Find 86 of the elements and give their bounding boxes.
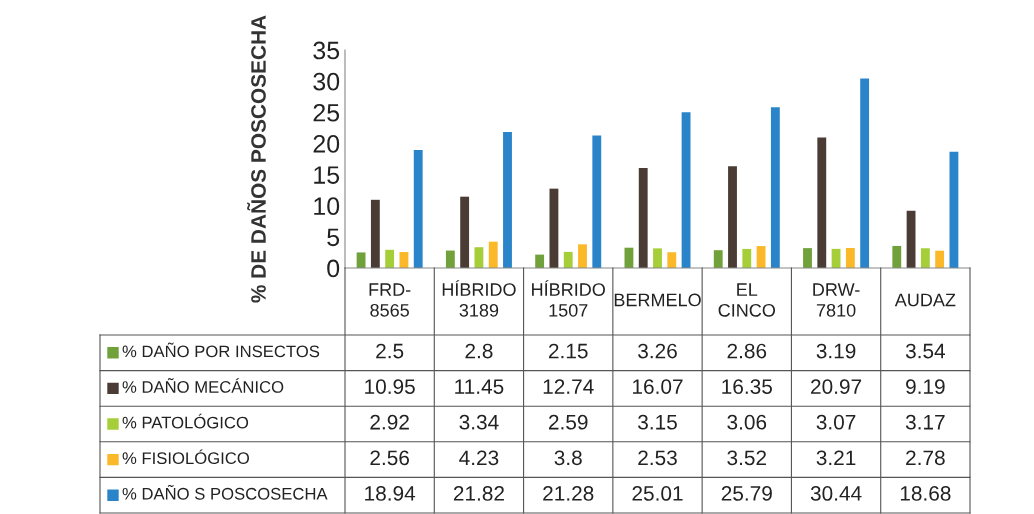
data-label: 2.59 bbox=[548, 414, 588, 430]
bar bbox=[803, 248, 812, 268]
bar bbox=[563, 251, 573, 268]
bar bbox=[667, 252, 677, 268]
data-label: 16.07 bbox=[633, 379, 683, 394]
bar bbox=[845, 248, 855, 268]
bar bbox=[653, 248, 662, 268]
legend-label: % PATOLÓGICO bbox=[122, 413, 249, 429]
bar bbox=[370, 199, 380, 268]
x-tick-label: BERMELO bbox=[614, 293, 701, 307]
y-tick-label: 0 bbox=[327, 259, 340, 278]
bar bbox=[756, 246, 766, 268]
data-label: 3.54 bbox=[905, 343, 946, 359]
legend-label: % DAÑO POR INSECTOS bbox=[122, 342, 320, 358]
legend-label: % DAÑO S POSCOSECHA bbox=[122, 484, 328, 500]
data-label: 10.95 bbox=[365, 379, 415, 394]
bar bbox=[713, 250, 723, 268]
data-label: 3.07 bbox=[816, 414, 856, 430]
bar bbox=[906, 210, 916, 268]
legend-label: % DAÑO MECÁNICO bbox=[122, 378, 284, 393]
y-tick-label: 20 bbox=[313, 135, 340, 153]
data-label: 3.15 bbox=[638, 414, 677, 430]
data-label: 2.5 bbox=[376, 343, 404, 359]
bar bbox=[578, 244, 587, 268]
bar bbox=[445, 250, 455, 268]
data-label: 25.01 bbox=[632, 486, 683, 501]
x-tick-label: DRW-7810 bbox=[813, 283, 860, 317]
y-axis-title: % DE DAÑOS POSCOSECHA bbox=[247, 15, 266, 303]
data-label: 2.53 bbox=[638, 450, 677, 466]
data-label: 12.74 bbox=[543, 379, 594, 394]
x-tick-label: HÍBRIDO 3189 bbox=[442, 280, 516, 317]
data-label: 2.86 bbox=[727, 343, 767, 359]
y-tick-label: 10 bbox=[314, 197, 340, 216]
bar bbox=[503, 132, 512, 268]
x-tick-label: EL CINCO bbox=[718, 283, 776, 317]
bar bbox=[817, 137, 827, 268]
data-label: 2.56 bbox=[370, 450, 409, 466]
data-label: 3.8 bbox=[554, 450, 582, 466]
data-label: 21.82 bbox=[453, 486, 504, 501]
data-label: 16.35 bbox=[722, 379, 772, 394]
bar bbox=[728, 166, 737, 268]
y-tick-label: 25 bbox=[313, 103, 340, 122]
data-label: 3.06 bbox=[727, 414, 767, 430]
bar bbox=[535, 254, 545, 268]
data-label: 2.78 bbox=[906, 450, 945, 466]
data-label: 3.52 bbox=[727, 450, 767, 466]
data-label: 3.21 bbox=[816, 450, 856, 466]
data-label: 30.44 bbox=[810, 486, 862, 501]
bar bbox=[935, 250, 945, 268]
data-label: 3.34 bbox=[459, 414, 499, 430]
data-label: 2.15 bbox=[548, 343, 588, 359]
data-label: 11.45 bbox=[455, 379, 504, 394]
data-label: 25.79 bbox=[721, 486, 772, 501]
y-tick-label: 30 bbox=[313, 72, 340, 91]
bar bbox=[592, 135, 602, 268]
data-label: 20.97 bbox=[811, 379, 862, 394]
bar bbox=[892, 245, 902, 268]
data-label: 3.19 bbox=[816, 343, 856, 359]
x-tick-label: HÍBRIDO 1507 bbox=[532, 280, 605, 317]
bar bbox=[488, 241, 498, 268]
data-label: 18.94 bbox=[365, 486, 416, 501]
data-label: 2.8 bbox=[465, 343, 493, 359]
x-tick-label: FRD-8565 bbox=[369, 283, 411, 317]
bar bbox=[770, 107, 780, 268]
y-tick-label: 35 bbox=[313, 41, 340, 60]
legend-label: % FISIOLÓGICO bbox=[122, 449, 249, 465]
bar bbox=[385, 249, 395, 268]
data-label: 21.28 bbox=[543, 486, 594, 501]
bar bbox=[638, 167, 648, 268]
data-label: 9.19 bbox=[906, 379, 945, 394]
bar bbox=[860, 78, 870, 268]
bar bbox=[681, 112, 691, 268]
y-tick-label: 5 bbox=[327, 228, 340, 247]
bar bbox=[413, 150, 423, 268]
y-tick-label: 15 bbox=[314, 166, 340, 184]
bar bbox=[920, 248, 930, 268]
bar bbox=[460, 196, 470, 268]
data-label: 4.23 bbox=[459, 450, 499, 466]
bar bbox=[356, 252, 366, 268]
data-label: 18.68 bbox=[900, 486, 951, 501]
x-tick-label: AUDAZ bbox=[894, 293, 956, 307]
data-label: 3.26 bbox=[638, 343, 677, 359]
data-label: 3.17 bbox=[905, 414, 945, 430]
bar bbox=[742, 248, 752, 268]
bar bbox=[831, 248, 841, 268]
data-label: 2.92 bbox=[370, 414, 409, 430]
